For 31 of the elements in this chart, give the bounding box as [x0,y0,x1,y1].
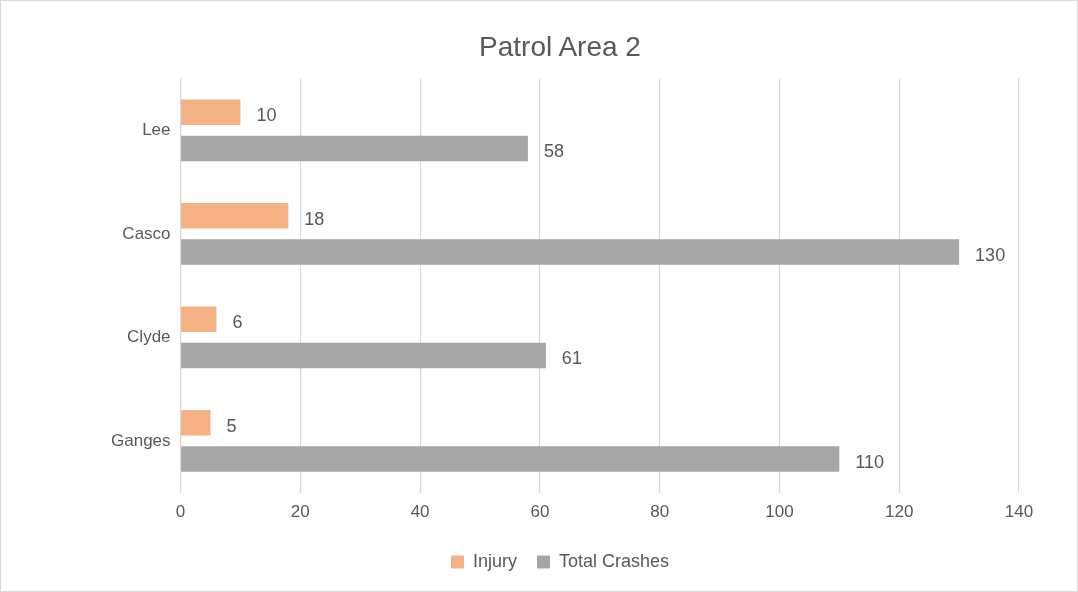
bar [181,342,546,369]
x-tick-label: 40 [410,502,430,522]
x-tick-label: 80 [650,502,670,522]
x-tick-label: 140 [1004,502,1034,522]
bar [181,446,840,472]
y-tick-label: Clyde [127,327,171,347]
chart-title: Patrol Area 2 [479,30,641,62]
legend-label: Injury [472,550,517,571]
bar [181,306,217,332]
y-tick-label: Casco [122,223,171,243]
data-label: 10 [256,105,277,126]
x-tick-label: 0 [175,502,186,522]
bar [181,99,241,125]
data-label: 18 [304,208,325,229]
x-tick-label: 60 [530,502,550,522]
data-label: 6 [232,312,243,333]
data-label: 61 [561,348,582,369]
y-tick-label: Ganges [110,430,171,450]
x-tick-label: 120 [885,502,914,522]
data-label: 110 [855,451,885,472]
bar [181,135,528,162]
x-tick-label: 20 [290,502,310,522]
bar [181,410,211,436]
bar [181,239,960,265]
bar [181,203,289,229]
legend-label: Total Crashes [558,550,670,571]
data-label: 5 [226,415,237,436]
y-tick-label: Lee [142,120,171,140]
x-tick-label: 100 [765,502,794,522]
data-label: 130 [975,244,1006,265]
data-label: 58 [543,141,564,162]
